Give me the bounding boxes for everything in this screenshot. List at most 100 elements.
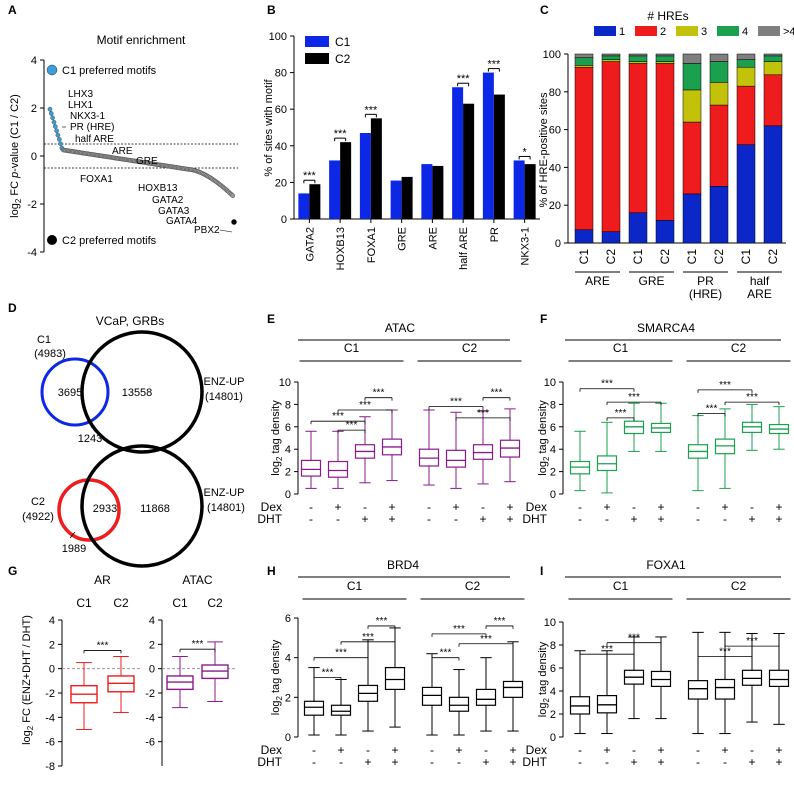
dht-sign: - [605, 512, 609, 526]
sig-label: *** [364, 104, 378, 116]
x-tick-label: C2 [658, 249, 672, 265]
dex-sign: - [750, 743, 754, 757]
stack-seg-2 [682, 121, 702, 195]
y-tick-label: 10 [279, 377, 291, 389]
panel-i-box: 0 2 4 6 8 10 log2 tag density FOXA1 C1 C2 *** *** **… [522, 558, 791, 769]
y-tick-label: 100 [269, 31, 287, 43]
dht-sign: + [775, 755, 782, 769]
stack-seg-3 [682, 89, 702, 123]
stack-seg-3 [601, 59, 621, 62]
sig-label: *** [362, 632, 374, 643]
y-axis-label: log2 tag density [537, 400, 551, 476]
venn-count-only: 3695 [58, 387, 82, 399]
dht-sign: - [723, 512, 727, 526]
dex-sign: - [484, 743, 488, 757]
stack-seg->4 [682, 53, 702, 64]
sig-label: *** [192, 639, 204, 650]
legend-title: # HREs [647, 9, 688, 23]
dht-sign: - [605, 755, 609, 769]
chart-title: SMARCA4 [637, 321, 695, 335]
y-tick-label: 2 [550, 709, 556, 721]
leader-line [219, 229, 233, 233]
panel-letter-I: I [540, 564, 543, 578]
stack-seg-1 [628, 212, 648, 244]
y-tick-label: 2 [31, 103, 37, 115]
box [445, 449, 467, 468]
subplot-title: AR [94, 573, 111, 587]
stack-seg-4 [709, 61, 729, 83]
sig-label: *** [457, 73, 471, 85]
dht-sign: + [391, 755, 398, 769]
venn-count-only: 13558 [122, 387, 153, 399]
x-tick-label: GRE [397, 227, 409, 251]
stack-seg-1 [601, 231, 621, 244]
venn-title: VCaP, GRBs [96, 314, 164, 328]
bar-C2 [370, 118, 382, 219]
motif-point [58, 141, 63, 147]
sig-label: *** [335, 648, 347, 659]
dex-sign: - [578, 743, 582, 757]
dht-sign: + [506, 512, 513, 526]
group-label: C2 [113, 596, 129, 610]
group-label: C2 [462, 341, 478, 355]
dht-sign: + [509, 755, 516, 769]
dex-sign: - [363, 500, 367, 514]
group-label: (HRE) [689, 287, 722, 301]
venn-count-only: 1989 [62, 543, 86, 555]
y-tick-label: -6 [45, 737, 55, 749]
panel-letter-H: H [267, 564, 276, 578]
dex-sign: + [657, 500, 664, 514]
y-tick-label: 2 [285, 692, 291, 704]
dex-sign: + [337, 743, 344, 757]
stack-seg-2 [655, 63, 675, 221]
dex-sign: + [455, 743, 462, 757]
stack-seg-3 [736, 66, 756, 87]
dht-label: DHT [257, 755, 282, 769]
legend-c2-marker [47, 235, 57, 245]
motif-point [230, 193, 235, 198]
chart-title: FOXA1 [646, 558, 686, 572]
dht-sign: - [578, 512, 582, 526]
y-tick-label: 40 [549, 162, 561, 174]
legend-label: C2 [335, 52, 351, 66]
stack-seg-4 [628, 55, 648, 62]
dex-sign: - [696, 743, 700, 757]
stack-seg-3 [763, 61, 783, 76]
stack-seg-1 [655, 220, 675, 244]
sig-label: *** [746, 636, 758, 647]
y-tick-label: 8 [285, 399, 291, 411]
legend-label: C1 [335, 35, 351, 49]
stack-seg-2 [628, 63, 648, 214]
bar-C2 [432, 165, 444, 219]
venn-count-both: 2933 [93, 503, 117, 515]
chart-title: Motif enrichment [97, 33, 186, 47]
box [475, 688, 497, 706]
dht-sign: + [657, 512, 664, 526]
bar-C2 [340, 142, 352, 219]
legend-c2-label: C2 preferred motifs [62, 235, 157, 247]
dex-sign: + [775, 500, 782, 514]
panel-letter-E: E [267, 312, 275, 326]
dht-sign: + [479, 512, 486, 526]
dex-sign: + [657, 743, 664, 757]
stack-seg-4 [736, 59, 756, 68]
x-tick-label: HOXB13 [335, 227, 347, 270]
y-tick-label: 6 [285, 422, 291, 434]
y-tick-label: 80 [549, 87, 561, 99]
legend-marker [758, 26, 780, 36]
legend-marker [305, 36, 329, 47]
y-tick-label: 0 [149, 664, 155, 676]
dex-sign: + [775, 743, 782, 757]
box [327, 460, 349, 478]
venn-circle-c1 [40, 357, 110, 427]
dht-label: DHT [257, 512, 282, 526]
panel-d-venn: VCaP, GRBs C1 (4983) 3695 13558 ENZ-UP (14801)… [22, 314, 245, 568]
legend-marker [594, 26, 616, 36]
sig-label: *** [334, 128, 348, 140]
motif-label: PBX2 [194, 225, 220, 236]
y-axis-label: log2 tag density [537, 641, 551, 717]
dht-sign: - [339, 755, 343, 769]
y-tick-label: 4 [285, 444, 291, 456]
legend-label: 1 [619, 26, 625, 38]
box [687, 680, 709, 700]
